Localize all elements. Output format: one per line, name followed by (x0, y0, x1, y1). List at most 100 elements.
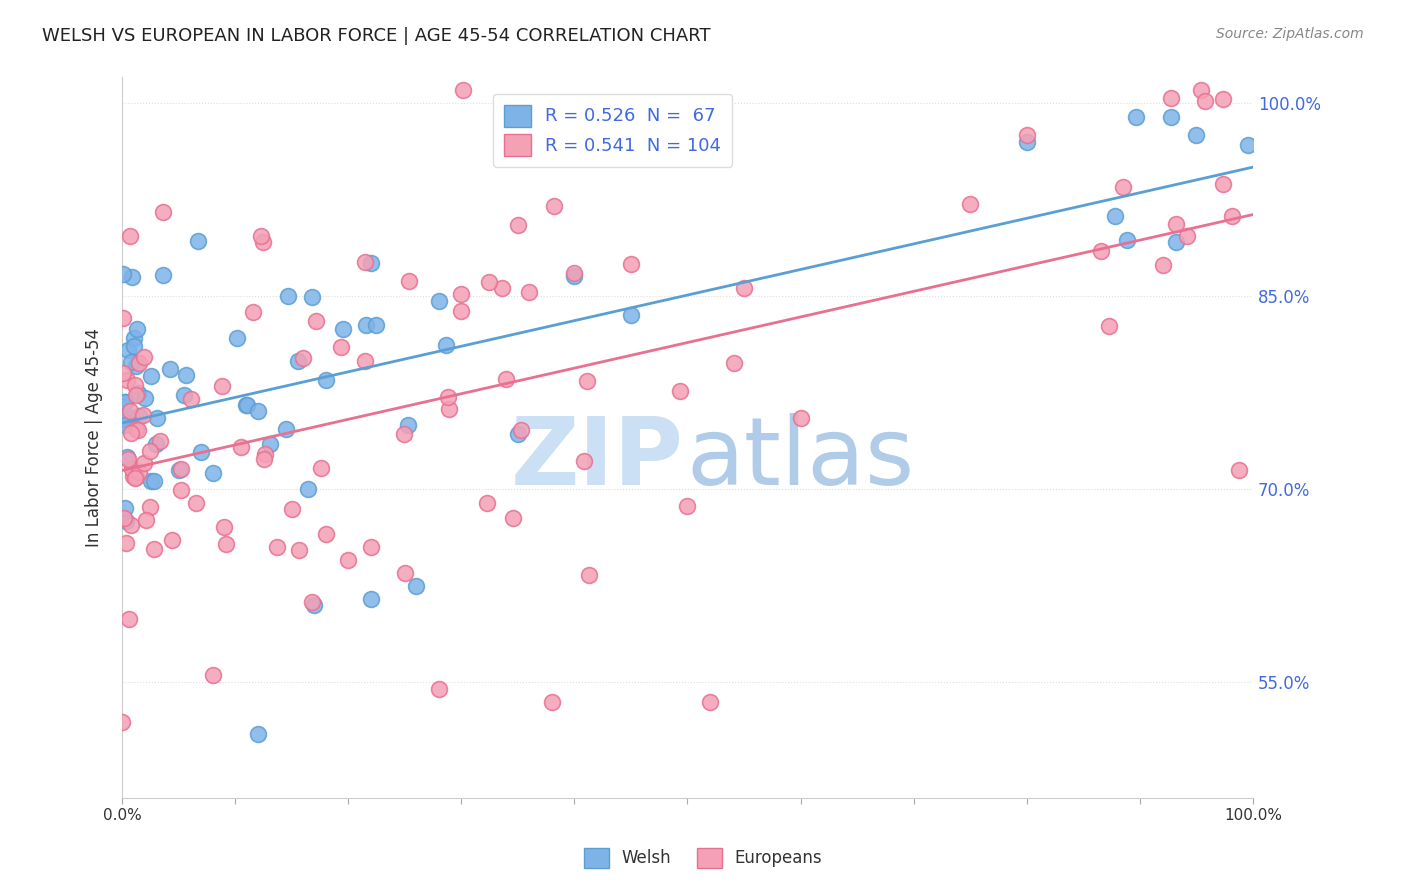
Point (274, 422, 297, 436)
Point (127, 423, 149, 437)
Point (128, 356, 150, 370)
Point (1152, 258, 1174, 272)
Point (301, 595, 323, 609)
Point (356, 318, 378, 332)
Point (124, 331, 146, 345)
Point (437, 390, 460, 404)
Point (287, 542, 309, 557)
Point (305, 314, 328, 328)
Point (142, 474, 165, 488)
Point (236, 398, 259, 412)
Point (620, 308, 643, 322)
Point (437, 402, 460, 417)
Text: WELSH VS EUROPEAN IN LABOR FORCE | AGE 45-54 CORRELATION CHART: WELSH VS EUROPEAN IN LABOR FORCE | AGE 4… (42, 27, 711, 45)
Point (184, 496, 207, 510)
Point (142, 542, 165, 557)
Point (502, 510, 524, 524)
Point (173, 388, 195, 402)
Point (315, 527, 337, 541)
Point (125, 388, 148, 402)
Point (959, 197, 981, 211)
Point (125, 322, 148, 336)
Point (1160, 111, 1182, 125)
Point (114, 500, 136, 515)
Point (139, 474, 162, 488)
Point (572, 454, 595, 468)
Point (128, 465, 150, 479)
Point (564, 266, 586, 280)
Point (1220, 209, 1243, 223)
Point (1112, 180, 1135, 194)
Point (159, 362, 181, 376)
Point (114, 395, 136, 409)
Point (160, 533, 183, 548)
Point (120, 355, 142, 369)
Point (235, 398, 257, 412)
Point (114, 418, 136, 433)
Point (128, 409, 150, 423)
Point (124, 378, 146, 392)
Point (277, 289, 299, 303)
Point (396, 417, 419, 432)
Point (1098, 318, 1121, 333)
Point (122, 338, 145, 352)
Point (620, 257, 643, 271)
Point (506, 427, 529, 442)
Point (115, 450, 138, 464)
Point (127, 386, 149, 401)
Point (125, 359, 148, 374)
Point (315, 372, 337, 386)
Point (575, 374, 598, 388)
Point (152, 204, 174, 219)
Point (111, 310, 134, 325)
Point (478, 275, 501, 289)
Point (201, 467, 224, 481)
Point (145, 437, 167, 451)
Point (1164, 217, 1187, 231)
Point (699, 694, 721, 708)
Point (114, 514, 136, 528)
Point (111, 412, 134, 426)
Point (1212, 178, 1234, 192)
Point (495, 372, 517, 386)
Text: atlas: atlas (686, 413, 915, 506)
Point (475, 496, 498, 510)
Point (246, 727, 269, 741)
Point (139, 443, 162, 458)
Point (112, 511, 135, 525)
Point (287, 353, 309, 368)
Point (187, 234, 209, 248)
Point (169, 462, 191, 476)
Point (132, 456, 155, 470)
Point (229, 440, 252, 454)
Point (1175, 229, 1198, 244)
Point (1227, 463, 1250, 477)
Point (114, 535, 136, 549)
Point (1015, 135, 1038, 149)
Point (329, 340, 352, 354)
Point (124, 471, 146, 485)
Point (517, 285, 540, 299)
Point (394, 566, 416, 580)
Point (398, 274, 420, 288)
Point (167, 463, 190, 477)
Point (669, 384, 692, 398)
Point (360, 256, 382, 270)
Point (117, 343, 139, 357)
Point (1184, 128, 1206, 143)
Point (212, 520, 235, 534)
Point (1236, 138, 1258, 153)
Point (1125, 110, 1147, 124)
Point (253, 451, 276, 466)
Point (280, 501, 302, 516)
Legend: R = 0.526  N =  67, R = 0.541  N = 104: R = 0.526 N = 67, R = 0.541 N = 104 (494, 94, 733, 167)
Point (201, 668, 224, 682)
Point (121, 269, 143, 284)
Point (301, 290, 323, 304)
Point (292, 351, 315, 365)
Text: Source: ZipAtlas.com: Source: ZipAtlas.com (1216, 27, 1364, 41)
Point (132, 409, 155, 423)
Point (427, 681, 450, 696)
Point (394, 426, 416, 441)
Y-axis label: In Labor Force | Age 45-54: In Labor Force | Age 45-54 (86, 328, 103, 548)
